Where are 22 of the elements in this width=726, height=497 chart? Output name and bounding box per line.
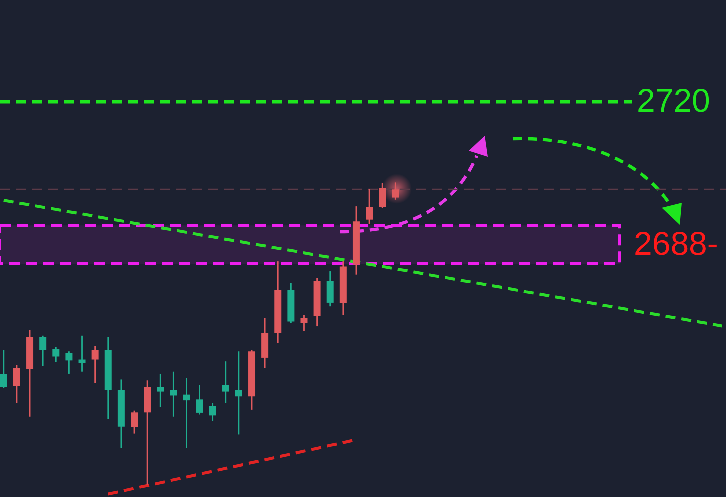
candlestick — [235, 350, 242, 436]
band-label: 2688- — [634, 224, 718, 262]
candlestick — [40, 335, 47, 368]
candlestick — [196, 384, 204, 416]
candlestick — [52, 346, 60, 364]
candlestick — [0, 349, 8, 389]
candlestick — [392, 182, 400, 201]
candlestick — [13, 364, 20, 404]
candlestick — [366, 188, 374, 225]
candlestick — [130, 410, 138, 435]
candlestick — [379, 182, 386, 209]
candlestick — [222, 360, 230, 404]
candlestick — [209, 402, 216, 422]
candlestick — [170, 371, 178, 418]
candlestick — [157, 373, 164, 408]
candlestick — [66, 350, 73, 375]
candlestick — [78, 335, 86, 373]
candlestick — [183, 378, 190, 449]
candlestick — [326, 270, 334, 308]
candlestick — [300, 314, 308, 332]
text: 2720 — [637, 82, 710, 119]
candlestick — [92, 346, 99, 384]
